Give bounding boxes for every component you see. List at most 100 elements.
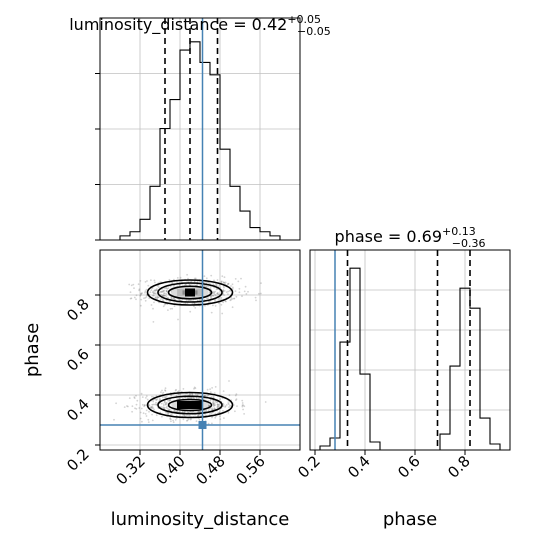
- j-point-m0-652: [214, 305, 217, 307]
- phase-xlabel: phase: [383, 509, 437, 530]
- j-point-m0-51: [162, 289, 165, 292]
- j-point-m1-447: [176, 410, 179, 413]
- j-point-m0-246: [204, 304, 206, 307]
- j-point-m0-654: [140, 293, 142, 296]
- j-point-m1-550: [182, 411, 184, 413]
- j-point-m0-221: [210, 274, 213, 277]
- j-point-m0-353: [230, 296, 233, 299]
- j-point-m1-226: [197, 397, 200, 400]
- j-point-m0-671: [213, 279, 215, 282]
- j-point-m0-326: [168, 278, 171, 281]
- j-point-m1-141: [208, 404, 210, 407]
- j-point-m1-609: [169, 417, 172, 419]
- j-point-m0-426: [135, 294, 138, 297]
- j-density-core-1: [177, 401, 203, 409]
- j-point-m0-304: [207, 301, 210, 304]
- j-point-m1-104: [167, 399, 169, 402]
- j-point-m1-525: [150, 406, 153, 409]
- j-point-m0-187: [153, 301, 155, 304]
- j-point-m1-314: [176, 409, 178, 412]
- j-point-m1-460: [187, 418, 190, 421]
- j-point-m0-525: [157, 296, 159, 299]
- j-point-m0-251: [231, 283, 234, 286]
- j-point-m0-590: [223, 294, 226, 296]
- j-point-m1-70: [164, 390, 167, 392]
- j-point-m1-589: [214, 386, 217, 388]
- j-point-m1-96: [188, 396, 191, 399]
- j-point-m0-693: [132, 283, 135, 286]
- j-point-m0-331: [225, 291, 228, 293]
- j-point-m1-12: [163, 400, 166, 403]
- j-point-m1-455: [227, 411, 230, 414]
- j-point-m1-585: [151, 403, 154, 406]
- j-point-m0-43: [214, 290, 217, 293]
- j-point-m0-634: [129, 297, 132, 300]
- j-point-m0-639: [258, 292, 260, 295]
- j-point-m1-575: [214, 404, 217, 406]
- j-point-m1-151: [210, 413, 213, 415]
- j-point-m1-89: [203, 394, 205, 397]
- j-point-m1-538: [206, 395, 209, 397]
- j-point-m0-114: [161, 294, 163, 297]
- j-point-m1-241: [158, 397, 161, 400]
- j-point-m0-442: [240, 277, 242, 280]
- j-point-m1-219: [192, 396, 195, 399]
- j-point-m0-538: [152, 291, 155, 294]
- j-point-m0-259: [231, 298, 234, 300]
- j-point-m0-44: [155, 296, 158, 299]
- j-point-m0-248: [137, 283, 140, 286]
- j-point-m1-142: [190, 396, 192, 399]
- j-point-m0-519: [140, 298, 143, 301]
- j-point-m1-66: [174, 409, 177, 412]
- j-point-m0-640: [187, 299, 190, 301]
- j-point-m1-464: [140, 407, 143, 410]
- j-point-m0-49: [160, 290, 163, 293]
- j-point-m0-333: [139, 294, 142, 297]
- joint-frame: [99, 249, 301, 451]
- j-point-m0-62: [174, 298, 177, 301]
- j-point-m0-576: [213, 291, 216, 294]
- j-point-m0-130: [152, 290, 155, 292]
- j-point-m1-90: [235, 399, 237, 401]
- j-point-m0-557: [205, 277, 208, 280]
- j-point-m1-622: [186, 414, 188, 417]
- j-point-m1-57: [218, 403, 220, 406]
- j-point-m1-402: [126, 405, 128, 407]
- j-point-m0-279: [140, 292, 143, 295]
- j-point-m0-87: [128, 283, 131, 286]
- j-point-m0-423: [218, 284, 221, 287]
- j-point-m1-157: [145, 397, 147, 399]
- j-point-m1-434: [155, 401, 157, 404]
- j-point-m1-551: [140, 392, 143, 395]
- j-contour-m1-0: [167, 398, 213, 412]
- j-point-m0-78: [163, 294, 165, 297]
- j-point-m0-549: [233, 297, 236, 300]
- j-point-m0-622: [194, 307, 197, 309]
- j-point-m1-311: [156, 398, 159, 400]
- j-point-m0-573: [217, 292, 219, 294]
- j-point-m1-222: [153, 403, 156, 406]
- phase-histogram-xticks: 0.2 0.4 0.6 0.8: [294, 450, 474, 482]
- j-point-m1-1: [179, 393, 182, 396]
- j-ytick-label-2: 0.6: [63, 345, 93, 375]
- j-point-m1-452: [150, 406, 152, 408]
- j-point-m0-617: [141, 292, 144, 294]
- j-point-m0-551: [176, 277, 179, 279]
- j-point-m1-349: [178, 398, 180, 400]
- j-point-m1-193: [228, 380, 230, 382]
- j-point-m0-213: [217, 293, 220, 296]
- j-point-m1-173: [216, 406, 219, 409]
- j-point-m0-23: [145, 288, 148, 291]
- j-point-m1-686: [160, 391, 162, 394]
- j-point-m1-695: [190, 417, 192, 420]
- j-point-m0-420: [169, 307, 172, 310]
- j-point-m1-128: [128, 397, 131, 399]
- j-point-m1-172: [139, 411, 142, 414]
- j-point-m1-429: [168, 399, 171, 402]
- joint-yticks: 0.2 0.4 0.6 0.8: [63, 294, 100, 475]
- j-ytick-label-1: 0.4: [63, 395, 93, 425]
- j-point-m0-347: [234, 278, 237, 280]
- luminosity-distance-xlabel: luminosity_distance: [111, 509, 290, 530]
- j-point-m1-416: [198, 410, 201, 413]
